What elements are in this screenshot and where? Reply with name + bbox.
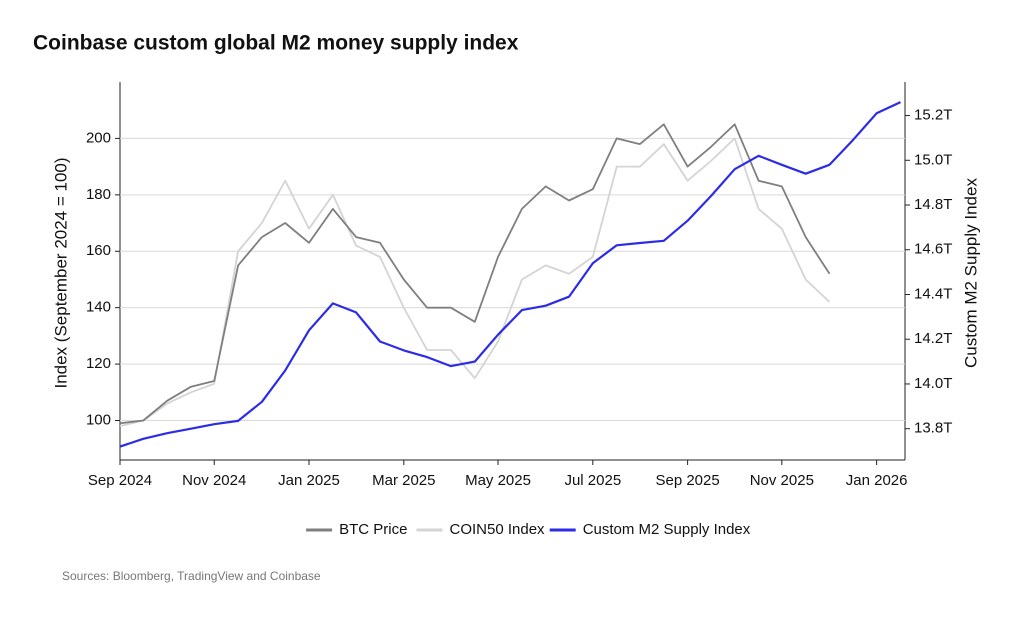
- y-tick-label: 120: [86, 355, 111, 372]
- y2-tick-label: 13.8T: [914, 420, 952, 437]
- y2-axis-label: Custom M2 Supply Index: [961, 178, 980, 368]
- y2-tick-label: 14.6T: [914, 241, 952, 258]
- y2-tick-label: 14.0T: [914, 375, 952, 392]
- x-tick-label: Sep 2025: [655, 472, 719, 489]
- x-tick-label: Jan 2025: [278, 472, 340, 489]
- chart-title: Coinbase custom global M2 money supply i…: [33, 32, 519, 55]
- y2-tick-label: 14.2T: [914, 330, 952, 347]
- x-tick-label: Nov 2025: [750, 472, 814, 489]
- x-tick-label: Mar 2025: [372, 472, 435, 489]
- y2-tick-label: 15.2T: [914, 107, 952, 124]
- y-tick-label: 200: [86, 129, 111, 146]
- y2-tick-label: 14.4T: [914, 285, 952, 302]
- x-tick-label: Jul 2025: [564, 472, 621, 489]
- source-note: Sources: Bloomberg, TradingView and Coin…: [62, 569, 321, 583]
- y-tick-label: 100: [86, 411, 111, 428]
- series-line: [119, 137, 831, 427]
- y2-tick-label: 14.8T: [914, 196, 952, 213]
- x-tick-label: May 2025: [465, 472, 531, 489]
- legend-label: BTC Price: [339, 521, 407, 538]
- y-axis-label: Index (September 2024 = 100): [51, 157, 70, 388]
- y2-tick-label: 15.0T: [914, 151, 952, 168]
- x-tick-label: Sep 2024: [88, 472, 152, 489]
- y-tick-label: 140: [86, 299, 111, 316]
- y-tick-label: 160: [86, 242, 111, 259]
- x-tick-label: Nov 2024: [182, 472, 246, 489]
- x-tick-label: Jan 2026: [846, 472, 908, 489]
- y-tick-label: 180: [86, 186, 111, 203]
- legend-label: Custom M2 Supply Index: [583, 521, 751, 538]
- legend-label: COIN50 Index: [450, 521, 546, 538]
- series-line: [119, 123, 831, 425]
- series-line: [119, 101, 901, 448]
